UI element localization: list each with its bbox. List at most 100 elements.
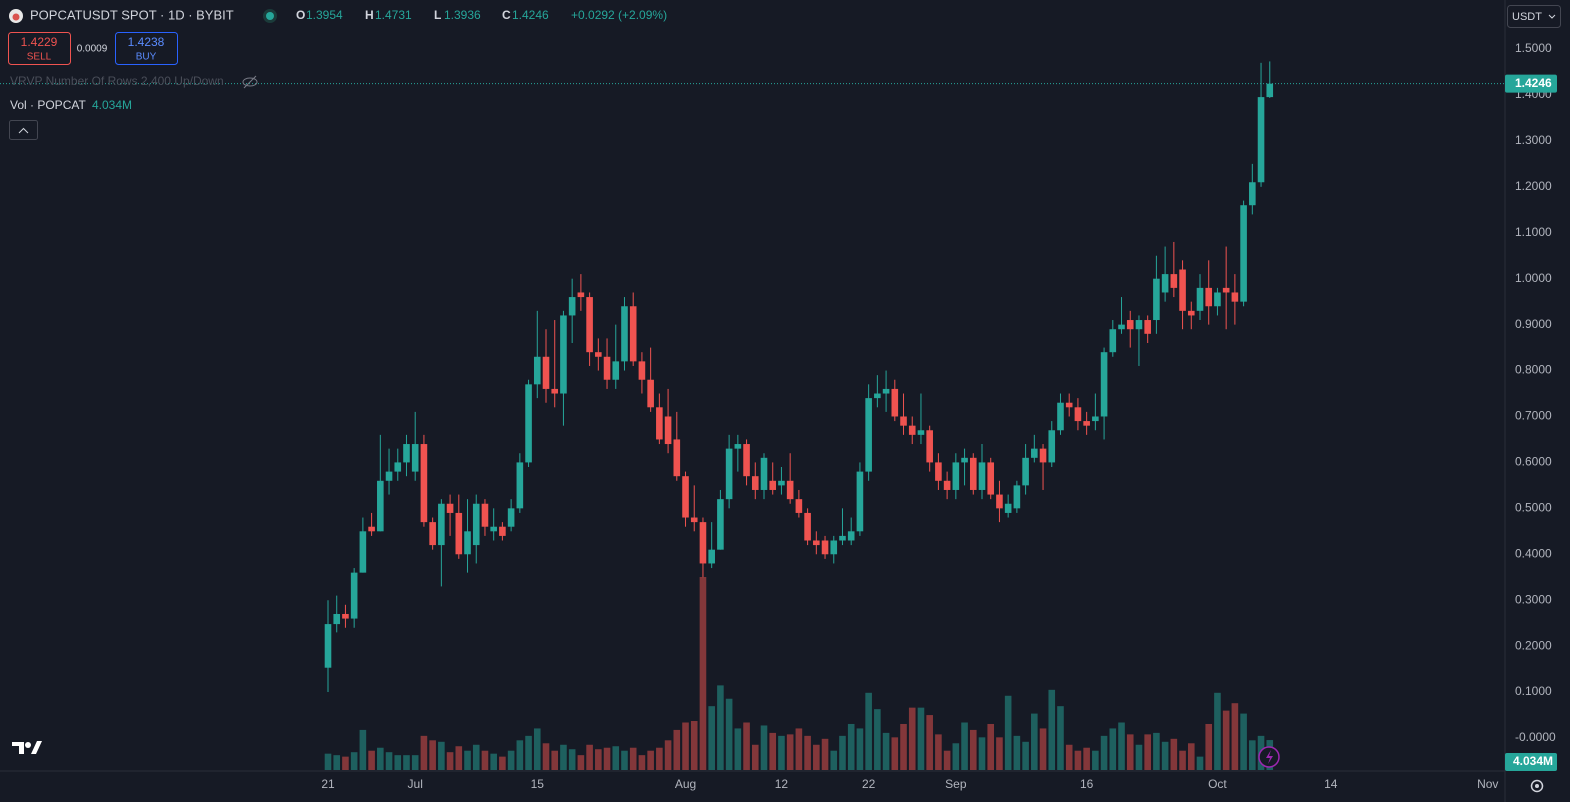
candle-body [385, 471, 393, 481]
candle-body [516, 462, 524, 509]
volume-bar [891, 737, 899, 770]
buy-button[interactable] [115, 32, 178, 65]
volume-bar [629, 747, 637, 770]
volume-bar [1048, 689, 1056, 770]
symbol-title: POPCATUSDT SPOT · 1D · BYBIT [30, 7, 234, 22]
volume-bar [760, 725, 768, 770]
candle-body [734, 444, 742, 449]
volume-bar [603, 747, 611, 770]
candle-body [1187, 310, 1195, 316]
buy-label: BUY [136, 52, 157, 63]
change: +0.0292 (+2.09%) [571, 8, 667, 22]
candle-body [987, 462, 995, 495]
candle-body [1074, 407, 1082, 422]
candle-body [324, 624, 332, 668]
candle-body [961, 457, 968, 463]
candle-body [935, 462, 942, 481]
volume-bar [656, 747, 663, 770]
currency-dropdown[interactable] [1507, 5, 1561, 28]
candle-body [1048, 430, 1056, 463]
candle-body [900, 416, 907, 426]
candle-body [1144, 320, 1151, 334]
alert-button[interactable] [1258, 746, 1280, 768]
last-price-label: 1.4246 [1515, 76, 1552, 90]
volume-bar [342, 756, 349, 770]
candle-body [874, 393, 881, 399]
volume-bar [1100, 735, 1108, 770]
x-tick-label: Nov [1477, 777, 1498, 791]
candle-body [1222, 287, 1230, 293]
volume-bar [647, 750, 654, 770]
candle-body [1153, 278, 1160, 321]
volume-bar [699, 577, 707, 770]
candle-body [847, 531, 855, 541]
candle-body [690, 517, 698, 523]
x-tick-label: 16 [1080, 777, 1094, 791]
collapse-button[interactable] [9, 120, 38, 140]
y-tick-label: 1.2000 [1515, 179, 1552, 193]
volume-bar [350, 752, 358, 770]
volume-bar [525, 735, 532, 770]
currency: USDT [1512, 11, 1542, 23]
volume-bar [865, 692, 872, 770]
volume-bar [917, 707, 925, 770]
candle-body [629, 306, 637, 362]
volume-bar [490, 753, 497, 770]
buy-price: 1.4238 [128, 35, 165, 49]
candle-body [699, 522, 707, 564]
y-tick-label: 0.7000 [1515, 409, 1552, 423]
candle-body [1092, 416, 1099, 422]
volume-bar [978, 737, 986, 770]
volume-bar [333, 755, 341, 770]
hide-icon[interactable] [242, 75, 258, 89]
volume-bar [769, 732, 777, 770]
volume-bar [1065, 744, 1073, 770]
x-tick-label: 22 [862, 777, 876, 791]
volume-bar [935, 734, 942, 770]
sell-button[interactable] [8, 32, 71, 65]
volume-bar [664, 740, 672, 770]
y-tick-label: 1.1000 [1515, 225, 1552, 239]
volume-bar [900, 723, 907, 770]
volume-bar [403, 755, 410, 770]
candle-body [969, 457, 977, 490]
candle-body [612, 361, 620, 380]
volume-bar [856, 728, 864, 770]
candle-body [656, 407, 663, 440]
volume-bar [324, 753, 332, 770]
volume-bar [1118, 722, 1125, 770]
volume-bar [830, 750, 838, 770]
candle-body [1170, 274, 1178, 288]
volume-bar [385, 752, 393, 770]
vrvp-indicator: VRVP Number Of Rows 2,400 Up/Down [10, 74, 224, 88]
candle-body [595, 352, 602, 357]
volume-bar [420, 735, 428, 770]
volume-bar [1249, 740, 1256, 770]
volume-bar [813, 744, 820, 770]
candle-body [813, 540, 820, 546]
volume-bar [725, 698, 733, 770]
ohlc-value: 1.4731 [375, 8, 412, 22]
candle-body [368, 526, 375, 532]
candle-body [420, 444, 428, 523]
candle-body [751, 476, 759, 490]
candle-body [560, 315, 567, 394]
y-tick-label: 0.5000 [1515, 501, 1552, 515]
candle-body [1013, 485, 1021, 509]
candle-body [438, 503, 445, 546]
candle-body [952, 462, 960, 490]
settings-button[interactable] [1530, 779, 1544, 793]
candle-body [1004, 503, 1012, 513]
volume-bar [717, 685, 724, 770]
candle-body [978, 462, 986, 490]
volume-bar [1161, 741, 1169, 770]
candle-body [1135, 320, 1143, 330]
volume-bar [472, 744, 480, 770]
volume-bar [1187, 743, 1195, 770]
y-tick-label: 0.4000 [1515, 546, 1552, 560]
candle-body [350, 572, 358, 619]
candle-body [682, 476, 689, 518]
ohlc-value: 1.3936 [444, 8, 481, 22]
candle-body [377, 480, 384, 532]
